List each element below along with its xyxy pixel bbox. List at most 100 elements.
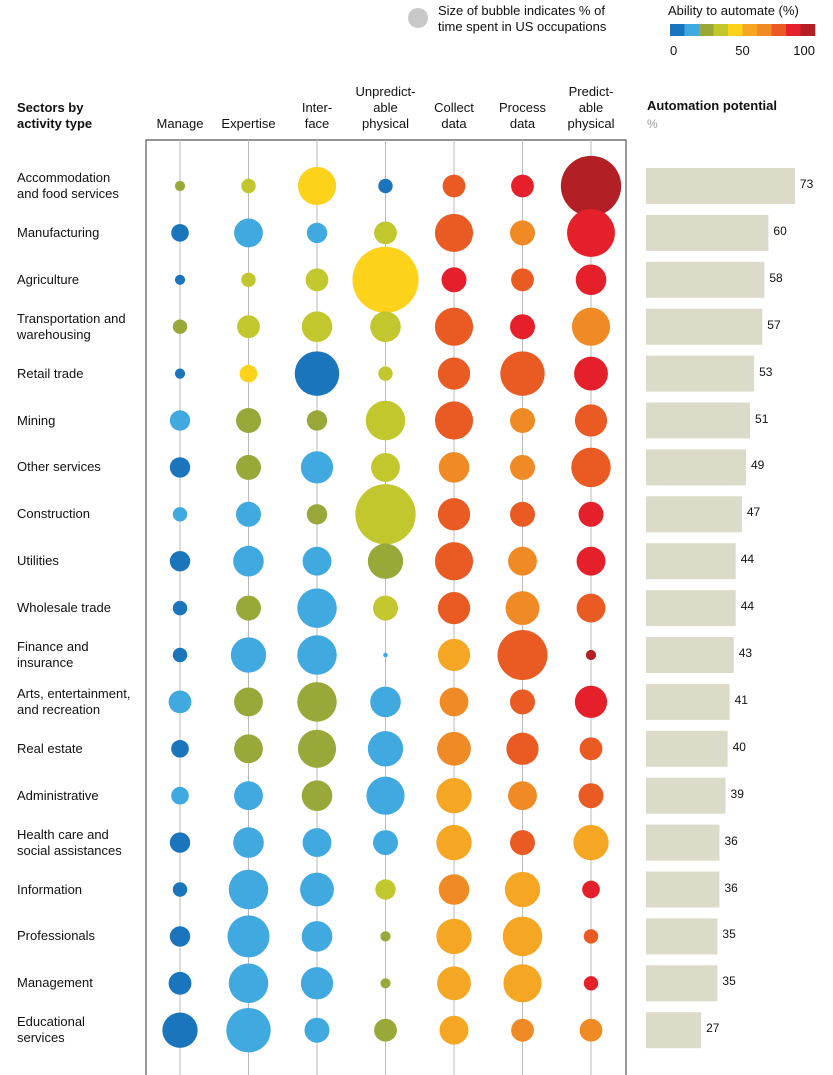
bar-value-label: 58 — [769, 270, 783, 285]
bubble — [438, 452, 470, 483]
color-swatch — [800, 24, 816, 36]
bubble — [239, 364, 258, 383]
bar — [646, 496, 742, 533]
bubble — [370, 311, 401, 343]
bar-value-label: 40 — [732, 739, 746, 754]
bar — [646, 543, 736, 580]
bar-value-label: 27 — [706, 1021, 720, 1036]
row-header: Sectors by activity type — [17, 100, 93, 131]
bubble — [578, 501, 604, 527]
bubble — [383, 652, 388, 658]
bubble — [436, 824, 472, 861]
bubble — [301, 780, 333, 811]
bubble — [168, 971, 192, 995]
bubble — [371, 452, 400, 482]
bubble — [174, 274, 186, 285]
bubble — [571, 447, 611, 488]
bubble — [226, 1007, 271, 1053]
bubble — [302, 828, 332, 858]
bubble — [172, 507, 188, 522]
bubble — [237, 315, 260, 339]
bubble — [171, 786, 189, 805]
bubble — [436, 778, 472, 814]
bubble — [171, 224, 189, 242]
bar — [646, 261, 765, 298]
column-header: Manage — [156, 116, 204, 131]
bar — [646, 402, 751, 439]
bubble — [436, 918, 472, 955]
sector-label: Wholesale trade — [17, 600, 111, 616]
sector-label: Mining — [17, 412, 56, 428]
sector-label: Finance and insurance — [17, 639, 89, 670]
bubble — [582, 880, 600, 899]
bubble — [571, 307, 611, 346]
bar — [646, 590, 736, 627]
bubble — [439, 687, 469, 717]
bubble — [297, 682, 337, 722]
sector-label: Health care and social assistances — [17, 826, 122, 858]
bubble — [437, 638, 471, 672]
bubble — [297, 588, 337, 628]
bubble — [305, 268, 329, 292]
sector-label: Real estate — [17, 740, 83, 756]
column-header: Predict- able physical — [567, 84, 615, 131]
bubble — [169, 410, 191, 431]
bubble — [511, 268, 534, 292]
bubble — [576, 593, 606, 623]
bubble — [374, 1018, 397, 1042]
bubble — [579, 1018, 603, 1042]
bar-value-label: 35 — [722, 927, 736, 942]
bar-value-label: 36 — [724, 833, 738, 848]
bubble — [576, 546, 606, 576]
sector-label: Manufacturing — [17, 224, 100, 240]
size-legend-bubble — [408, 8, 428, 28]
bar-value-label: 43 — [738, 646, 753, 660]
sector-label: Utilities — [17, 553, 59, 569]
bubble — [355, 484, 416, 545]
bubble — [169, 457, 191, 478]
bubble — [230, 637, 267, 673]
bubble — [172, 319, 188, 334]
bubble — [510, 408, 535, 433]
color-swatch — [684, 24, 700, 36]
bubble — [297, 729, 337, 768]
bubble — [441, 267, 467, 293]
bubble — [500, 351, 545, 396]
column-header: Collect data — [434, 100, 474, 131]
bar-value-label: 49 — [750, 458, 765, 473]
bubble — [172, 600, 188, 616]
bubble — [511, 174, 534, 198]
bar-value-label: 53 — [759, 364, 773, 379]
color-swatch — [670, 24, 685, 36]
bubble — [300, 872, 334, 907]
bar — [646, 637, 734, 673]
bar-value-label: 47 — [746, 505, 761, 520]
bubble — [169, 551, 191, 572]
sector-label: Retail trade — [17, 365, 84, 381]
bubble — [301, 921, 333, 952]
bubble — [365, 400, 406, 441]
color-legend-title: Ability to automate (%) — [668, 3, 799, 18]
bubble — [301, 311, 333, 343]
bubble — [574, 685, 608, 719]
bar-value-label: 44 — [740, 599, 755, 614]
bubble — [297, 166, 337, 206]
bubble — [302, 546, 332, 576]
bubble — [506, 732, 539, 765]
bubble — [560, 155, 622, 217]
column-header: Process data — [499, 100, 546, 131]
sector-label: Arts, entertainment, and recreation — [17, 685, 131, 717]
color-swatch — [757, 24, 772, 36]
column-header: Expertise — [221, 116, 276, 131]
bar-value-label: 73 — [799, 177, 814, 191]
bar-value-label: 36 — [724, 880, 738, 895]
bubble — [234, 781, 263, 811]
bubble — [234, 734, 263, 764]
bubble — [378, 178, 393, 194]
bar — [646, 214, 769, 251]
bubble — [437, 357, 471, 390]
bubble — [236, 454, 261, 480]
bubble — [306, 222, 328, 244]
